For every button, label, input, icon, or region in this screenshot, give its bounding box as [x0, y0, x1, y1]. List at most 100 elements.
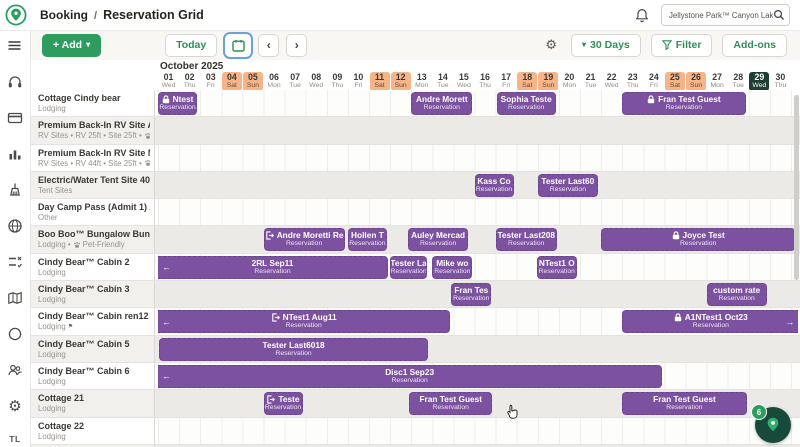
- reservation-bar[interactable]: Auley Mercad Reservation: [408, 228, 469, 252]
- date-col-23[interactable]: 23 Thu: [626, 72, 639, 90]
- date-col-11[interactable]: 11 Sat: [369, 72, 390, 91]
- reservation-bar[interactable]: 2RL Sep11 Reservation ←: [158, 255, 388, 279]
- sidebar-tl-label[interactable]: TL: [9, 434, 21, 444]
- date-col-13[interactable]: 13 Mon: [415, 72, 429, 90]
- date-col-05[interactable]: 05 Sun: [242, 72, 263, 91]
- site-timeline[interactable]: Ntest Reservation Andre Morett Reservation S…: [155, 90, 800, 117]
- date-col-01[interactable]: 01 Wed: [161, 72, 176, 90]
- reservation-bar[interactable]: Teste Reservation: [263, 392, 303, 416]
- breadcrumb-section[interactable]: Booking: [40, 8, 88, 22]
- reservation-bar[interactable]: Disc1 Sep23 Reservation ←: [158, 364, 663, 388]
- reservation-bar[interactable]: Andre Morett Reservation: [411, 92, 473, 115]
- date-col-04[interactable]: 04 Sat: [221, 72, 242, 91]
- reservation-bar[interactable]: NTest1 Aug11 Reservation ←: [158, 310, 451, 334]
- site-label[interactable]: Cindy Bear™ Cabin 6 Lodging: [30, 362, 155, 390]
- site-timeline[interactable]: Kass Co Reservation Tester Last60 Reservati…: [155, 171, 800, 199]
- site-timeline[interactable]: Disc1 Sep23 Reservation ←: [155, 362, 800, 390]
- calendar-picker-button[interactable]: [225, 33, 252, 57]
- date-col-27[interactable]: 27 Mon: [710, 72, 724, 90]
- date-col-22[interactable]: 22 Wed: [604, 72, 619, 90]
- reservation-bar[interactable]: Ntest Reservation: [158, 92, 198, 115]
- checklist-icon[interactable]: [7, 254, 23, 270]
- site-label[interactable]: Cottage Cindy bear Lodging: [30, 90, 155, 117]
- date-col-24[interactable]: 24 Fri: [648, 72, 659, 90]
- reservation-bar[interactable]: Tester Last208 Reservation: [495, 228, 557, 252]
- date-col-17[interactable]: 17 Fri: [501, 72, 512, 90]
- grid-settings-gear-icon[interactable]: ⚙: [545, 37, 558, 53]
- circle-icon[interactable]: [7, 326, 23, 342]
- site-label[interactable]: Electric/Water Tent Site 401 Tent Sites: [30, 171, 155, 199]
- date-col-19[interactable]: 19 Sun: [538, 72, 559, 91]
- date-col-06[interactable]: 06 Mon: [267, 72, 281, 90]
- reservation-bar[interactable]: Fran Test Guest Reservation: [622, 92, 746, 115]
- date-col-08[interactable]: 08 Wed: [309, 72, 324, 90]
- site-label[interactable]: Cindy Bear™ Cabin 2 Lodging: [30, 253, 155, 281]
- reservation-bar[interactable]: Fran Test Guest Reservation: [622, 392, 747, 416]
- reservation-bar[interactable]: Mike wo Reservation: [432, 255, 473, 279]
- date-col-28[interactable]: 28 Tue: [732, 72, 744, 90]
- date-col-16[interactable]: 16 Thu: [479, 72, 491, 90]
- site-timeline[interactable]: Fran Tes Reservation custom rate Reservatio…: [155, 281, 800, 308]
- site-label[interactable]: Cindy Bear™ Cabin 3 Lodging: [30, 281, 155, 308]
- reservation-bar[interactable]: A1NTest1 Oct23 Reservation →: [622, 310, 799, 334]
- reservation-bar[interactable]: Fran Test Guest Reservation: [409, 392, 493, 416]
- site-label[interactable]: Cottage 21 Lodging: [30, 390, 155, 417]
- prev-button[interactable]: ‹: [258, 33, 280, 57]
- headset-icon[interactable]: [7, 74, 23, 90]
- reservation-bar[interactable]: NTest1 O Reservation: [536, 255, 577, 279]
- menu-icon[interactable]: [7, 38, 23, 54]
- date-col-03[interactable]: 03 Fri: [205, 72, 216, 90]
- reservation-bar[interactable]: Tester Last6018 Reservation: [159, 337, 429, 361]
- date-col-14[interactable]: 14 Tue: [437, 72, 449, 90]
- date-col-20[interactable]: 20 Mon: [562, 72, 577, 90]
- search-icon[interactable]: [773, 9, 785, 21]
- reservation-bar[interactable]: Tester La Reservation: [390, 255, 428, 279]
- date-col-09[interactable]: 09 Thu: [331, 72, 344, 90]
- today-button[interactable]: Today: [165, 33, 218, 57]
- credit-card-icon[interactable]: [7, 110, 23, 126]
- addons-button[interactable]: Add-ons: [722, 33, 787, 57]
- map-icon[interactable]: [7, 290, 23, 306]
- reservation-bar[interactable]: Hollen T Reservation: [347, 228, 387, 252]
- next-button[interactable]: ›: [286, 33, 308, 57]
- group-icon[interactable]: [7, 362, 23, 378]
- site-label[interactable]: Cindy Bear™ Cabin 5 Lodging: [30, 335, 155, 362]
- reservation-bar[interactable]: Fran Tes Reservation: [451, 283, 492, 307]
- reservation-bar[interactable]: Joyce Test Reservation: [601, 228, 796, 252]
- add-button[interactable]: + Add ▾: [42, 33, 102, 57]
- date-col-18[interactable]: 18 Sat: [517, 72, 538, 91]
- site-timeline[interactable]: Andre Moretti Re Reservation Hollen T Reser…: [155, 226, 800, 253]
- support-fab-button[interactable]: 6: [751, 404, 791, 443]
- date-col-26[interactable]: 26 Sun: [686, 72, 707, 91]
- site-label[interactable]: [30, 444, 155, 447]
- date-col-21[interactable]: 21 Tue: [584, 72, 597, 90]
- site-timeline[interactable]: [155, 199, 800, 226]
- notifications-bell-icon[interactable]: [635, 8, 649, 23]
- gear-icon[interactable]: ⚙: [8, 397, 22, 415]
- site-timeline[interactable]: 2RL Sep11 Reservation ← Tester La Reservatio…: [155, 253, 800, 281]
- range-dropdown-button[interactable]: ▾ 30 Days: [571, 33, 641, 57]
- broom-icon[interactable]: [7, 182, 23, 198]
- site-label[interactable]: Day Camp Pass (Admit 1) Afternoo...Other: [30, 199, 155, 226]
- site-label[interactable]: Boo Boo™ Bungalow Bunglow123Lodging •Pet…: [30, 226, 155, 253]
- site-timeline[interactable]: [155, 417, 800, 444]
- site-timeline[interactable]: NTest1 Aug11 Reservation ← A1NTest1 Oct23 Re…: [155, 308, 800, 335]
- site-timeline[interactable]: [155, 117, 800, 144]
- park-search-input[interactable]: Jellystone Park™ Canyon Lake T: [661, 4, 790, 26]
- reservation-bar[interactable]: Andre Moretti Re Reservation: [263, 228, 345, 252]
- bar-chart-icon[interactable]: [7, 146, 23, 162]
- filter-button[interactable]: Filter: [650, 33, 713, 57]
- date-col-10[interactable]: 10 Fri: [353, 72, 364, 90]
- reservation-bar[interactable]: Sophia Teste Reservation: [496, 92, 556, 115]
- vertical-scrollbar[interactable]: [794, 95, 799, 280]
- site-label[interactable]: Cindy Bear™ Cabin ren12 Lodging ⚑: [30, 308, 155, 335]
- site-label[interactable]: Premium Back-In RV Site A011 - Po...RV S…: [30, 117, 155, 144]
- site-timeline[interactable]: Tester Last6018 Reservation: [155, 335, 800, 362]
- date-col-07[interactable]: 07 Tue: [289, 72, 301, 90]
- site-label[interactable]: Cottage 22 Lodging: [30, 417, 155, 444]
- date-col-29[interactable]: 29 Wed: [749, 72, 770, 91]
- date-col-02[interactable]: 02 Thu: [183, 72, 196, 90]
- date-col-15[interactable]: 15 Wed: [457, 72, 471, 90]
- reservation-bar[interactable]: Kass Co Reservation: [474, 173, 514, 197]
- date-col-30[interactable]: 30 Thu: [774, 72, 787, 90]
